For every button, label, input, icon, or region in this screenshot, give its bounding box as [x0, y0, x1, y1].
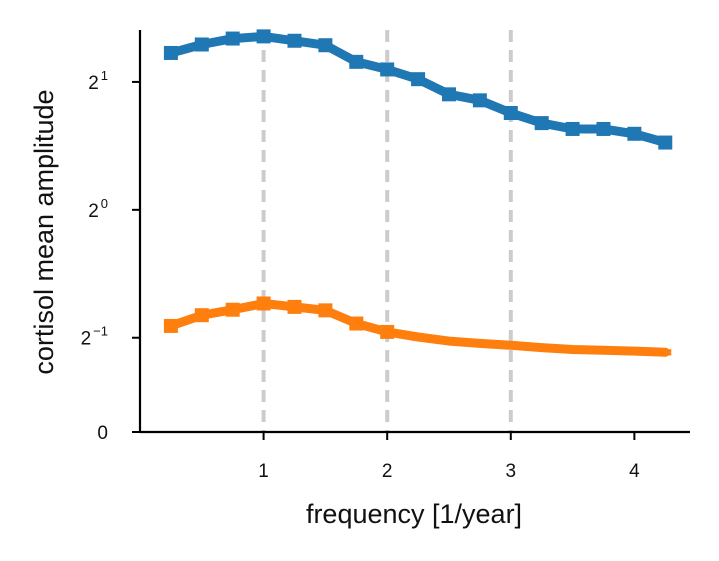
- data-point: [596, 121, 611, 136]
- data-point: [565, 121, 580, 136]
- data-point: [194, 308, 209, 323]
- data-point: [411, 72, 426, 87]
- data-point: [658, 135, 673, 150]
- data-markers: [163, 29, 673, 339]
- x-tick-label: 3: [505, 461, 516, 482]
- series-line-2: [166, 299, 670, 357]
- y-ticks: 2 1 2 0 2 −1 0: [81, 68, 140, 444]
- data-point: [318, 303, 333, 318]
- y-tick-label: 2 −1: [81, 324, 108, 350]
- y-tick-label-zero: 0: [97, 423, 108, 444]
- data-point: [349, 54, 364, 69]
- data-point: [503, 106, 518, 121]
- data-point: [318, 38, 333, 53]
- x-ticks: 1 2 3 4: [258, 432, 640, 482]
- axes: [138, 30, 690, 434]
- reference-lines: [261, 30, 513, 432]
- data-point: [225, 31, 240, 46]
- x-tick-label: 4: [629, 461, 640, 482]
- data-point: [163, 45, 178, 60]
- data-point: [349, 316, 364, 331]
- data-point: [380, 62, 395, 77]
- data-point: [287, 33, 302, 48]
- data-point: [225, 302, 240, 317]
- data-point: [163, 318, 178, 333]
- data-point: [256, 29, 271, 44]
- data-point: [287, 299, 302, 314]
- x-axis-label: frequency [1/year]: [306, 499, 522, 529]
- data-point: [534, 116, 549, 131]
- x-tick-label: 2: [382, 461, 393, 482]
- series-line-1: [166, 31, 670, 147]
- x-tick-label: 1: [258, 461, 269, 482]
- data-point: [256, 296, 271, 311]
- data-point: [380, 324, 395, 339]
- data-point: [441, 87, 456, 102]
- data-point: [472, 93, 487, 108]
- y-axis-label: cortisol mean amplitude: [29, 89, 59, 374]
- data-point: [627, 126, 642, 141]
- data-point: [194, 37, 209, 52]
